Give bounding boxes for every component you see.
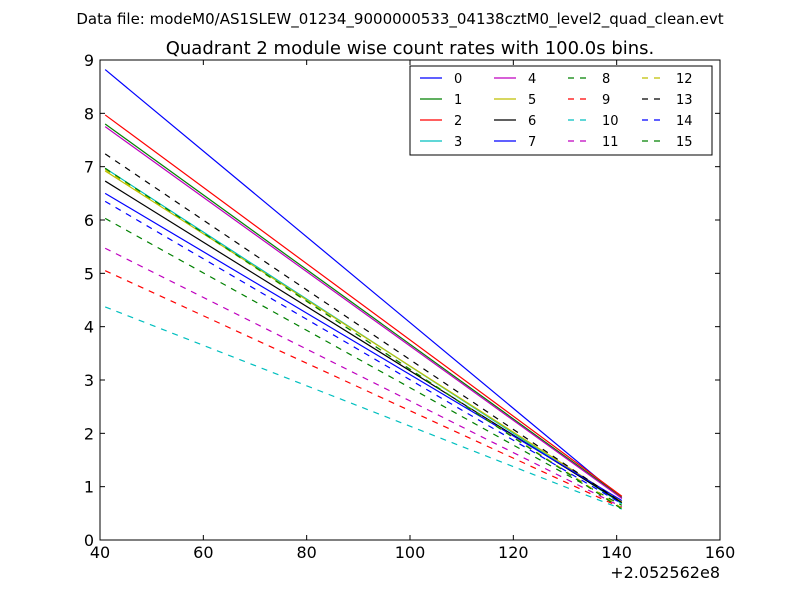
legend-frame [409, 65, 713, 156]
series-line-11 [104, 247, 623, 508]
legend-label-3: 3 [454, 135, 462, 150]
legend-label-4: 4 [528, 72, 536, 87]
y-tick-label: 2 [84, 424, 94, 443]
x-offset-label: +2.052562e8 [610, 563, 720, 582]
series-line-14 [104, 200, 623, 505]
legend-label-7: 7 [528, 135, 536, 150]
legend-label-12: 12 [676, 72, 693, 87]
series-line-1 [104, 123, 623, 498]
series-line-0 [104, 69, 623, 499]
x-tick-label: 40 [90, 543, 110, 562]
series-line-13 [104, 153, 623, 504]
x-tick-label: 60 [193, 543, 213, 562]
legend-label-6: 6 [528, 114, 536, 129]
x-tick-label: 100 [395, 543, 426, 562]
legend-label-10: 10 [602, 114, 619, 129]
legend-label-5: 5 [528, 93, 536, 108]
y-tick-label: 6 [84, 211, 94, 230]
series-line-4 [104, 126, 623, 499]
legend-label-9: 9 [602, 93, 610, 108]
x-tick-label: 140 [601, 543, 632, 562]
chart-title: Quadrant 2 module wise count rates with … [166, 38, 655, 59]
series-line-2 [104, 114, 623, 497]
y-tick-label: 4 [84, 318, 94, 337]
legend-label-0: 0 [454, 72, 462, 87]
plot-lines [104, 69, 623, 510]
series-line-5 [104, 170, 623, 503]
y-tick-label: 7 [84, 158, 94, 177]
y-tick-label: 3 [84, 371, 94, 390]
legend-label-8: 8 [602, 72, 610, 87]
legend-label-2: 2 [454, 114, 462, 129]
x-tick-label: 80 [296, 543, 316, 562]
legend-label-15: 15 [676, 135, 693, 150]
y-tick-label: 8 [84, 104, 94, 123]
suptitle: Data file: modeM0/AS1SLEW_01234_90000005… [76, 10, 723, 29]
x-tick-label: 160 [705, 543, 736, 562]
legend-label-1: 1 [454, 93, 462, 108]
legend-label-11: 11 [602, 135, 619, 150]
y-tick-label: 5 [84, 264, 94, 283]
y-tick-label: 1 [84, 478, 94, 497]
series-line-10 [104, 306, 623, 510]
series-line-7 [104, 192, 623, 502]
y-tick-label: 0 [84, 531, 94, 550]
series-line-9 [104, 270, 623, 509]
x-tick-label: 120 [498, 543, 529, 562]
legend-label-13: 13 [676, 93, 693, 108]
y-tick-label: 9 [84, 51, 94, 70]
series-line-8 [104, 217, 623, 506]
legend-label-14: 14 [676, 114, 693, 129]
